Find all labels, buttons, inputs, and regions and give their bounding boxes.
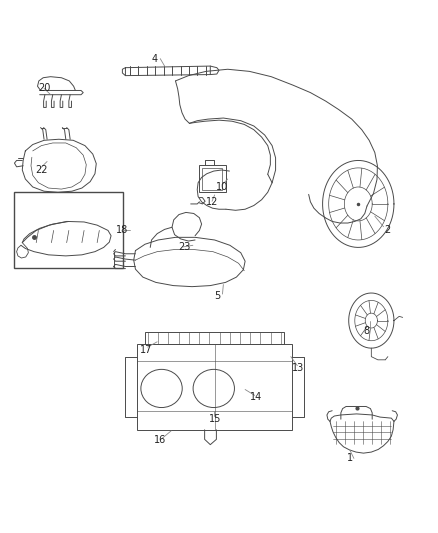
Text: 22: 22 bbox=[35, 165, 48, 175]
Bar bbox=[199, 165, 226, 192]
Text: 14: 14 bbox=[250, 392, 262, 402]
Text: 20: 20 bbox=[39, 83, 51, 93]
Text: 4: 4 bbox=[152, 54, 158, 63]
Text: 12: 12 bbox=[206, 197, 218, 207]
Text: 16: 16 bbox=[154, 435, 166, 446]
Text: 1: 1 bbox=[347, 454, 353, 463]
Text: 10: 10 bbox=[215, 182, 228, 192]
Text: 18: 18 bbox=[116, 225, 128, 236]
Text: 13: 13 bbox=[292, 364, 304, 373]
Text: 5: 5 bbox=[215, 291, 221, 301]
Text: 2: 2 bbox=[385, 225, 391, 236]
Bar bbox=[137, 344, 292, 430]
Bar bbox=[202, 168, 223, 190]
Text: 8: 8 bbox=[364, 326, 370, 336]
Text: 23: 23 bbox=[178, 242, 191, 252]
Text: 15: 15 bbox=[208, 414, 221, 424]
Bar bbox=[145, 332, 284, 344]
Bar bbox=[14, 192, 123, 268]
Text: 17: 17 bbox=[140, 345, 152, 356]
